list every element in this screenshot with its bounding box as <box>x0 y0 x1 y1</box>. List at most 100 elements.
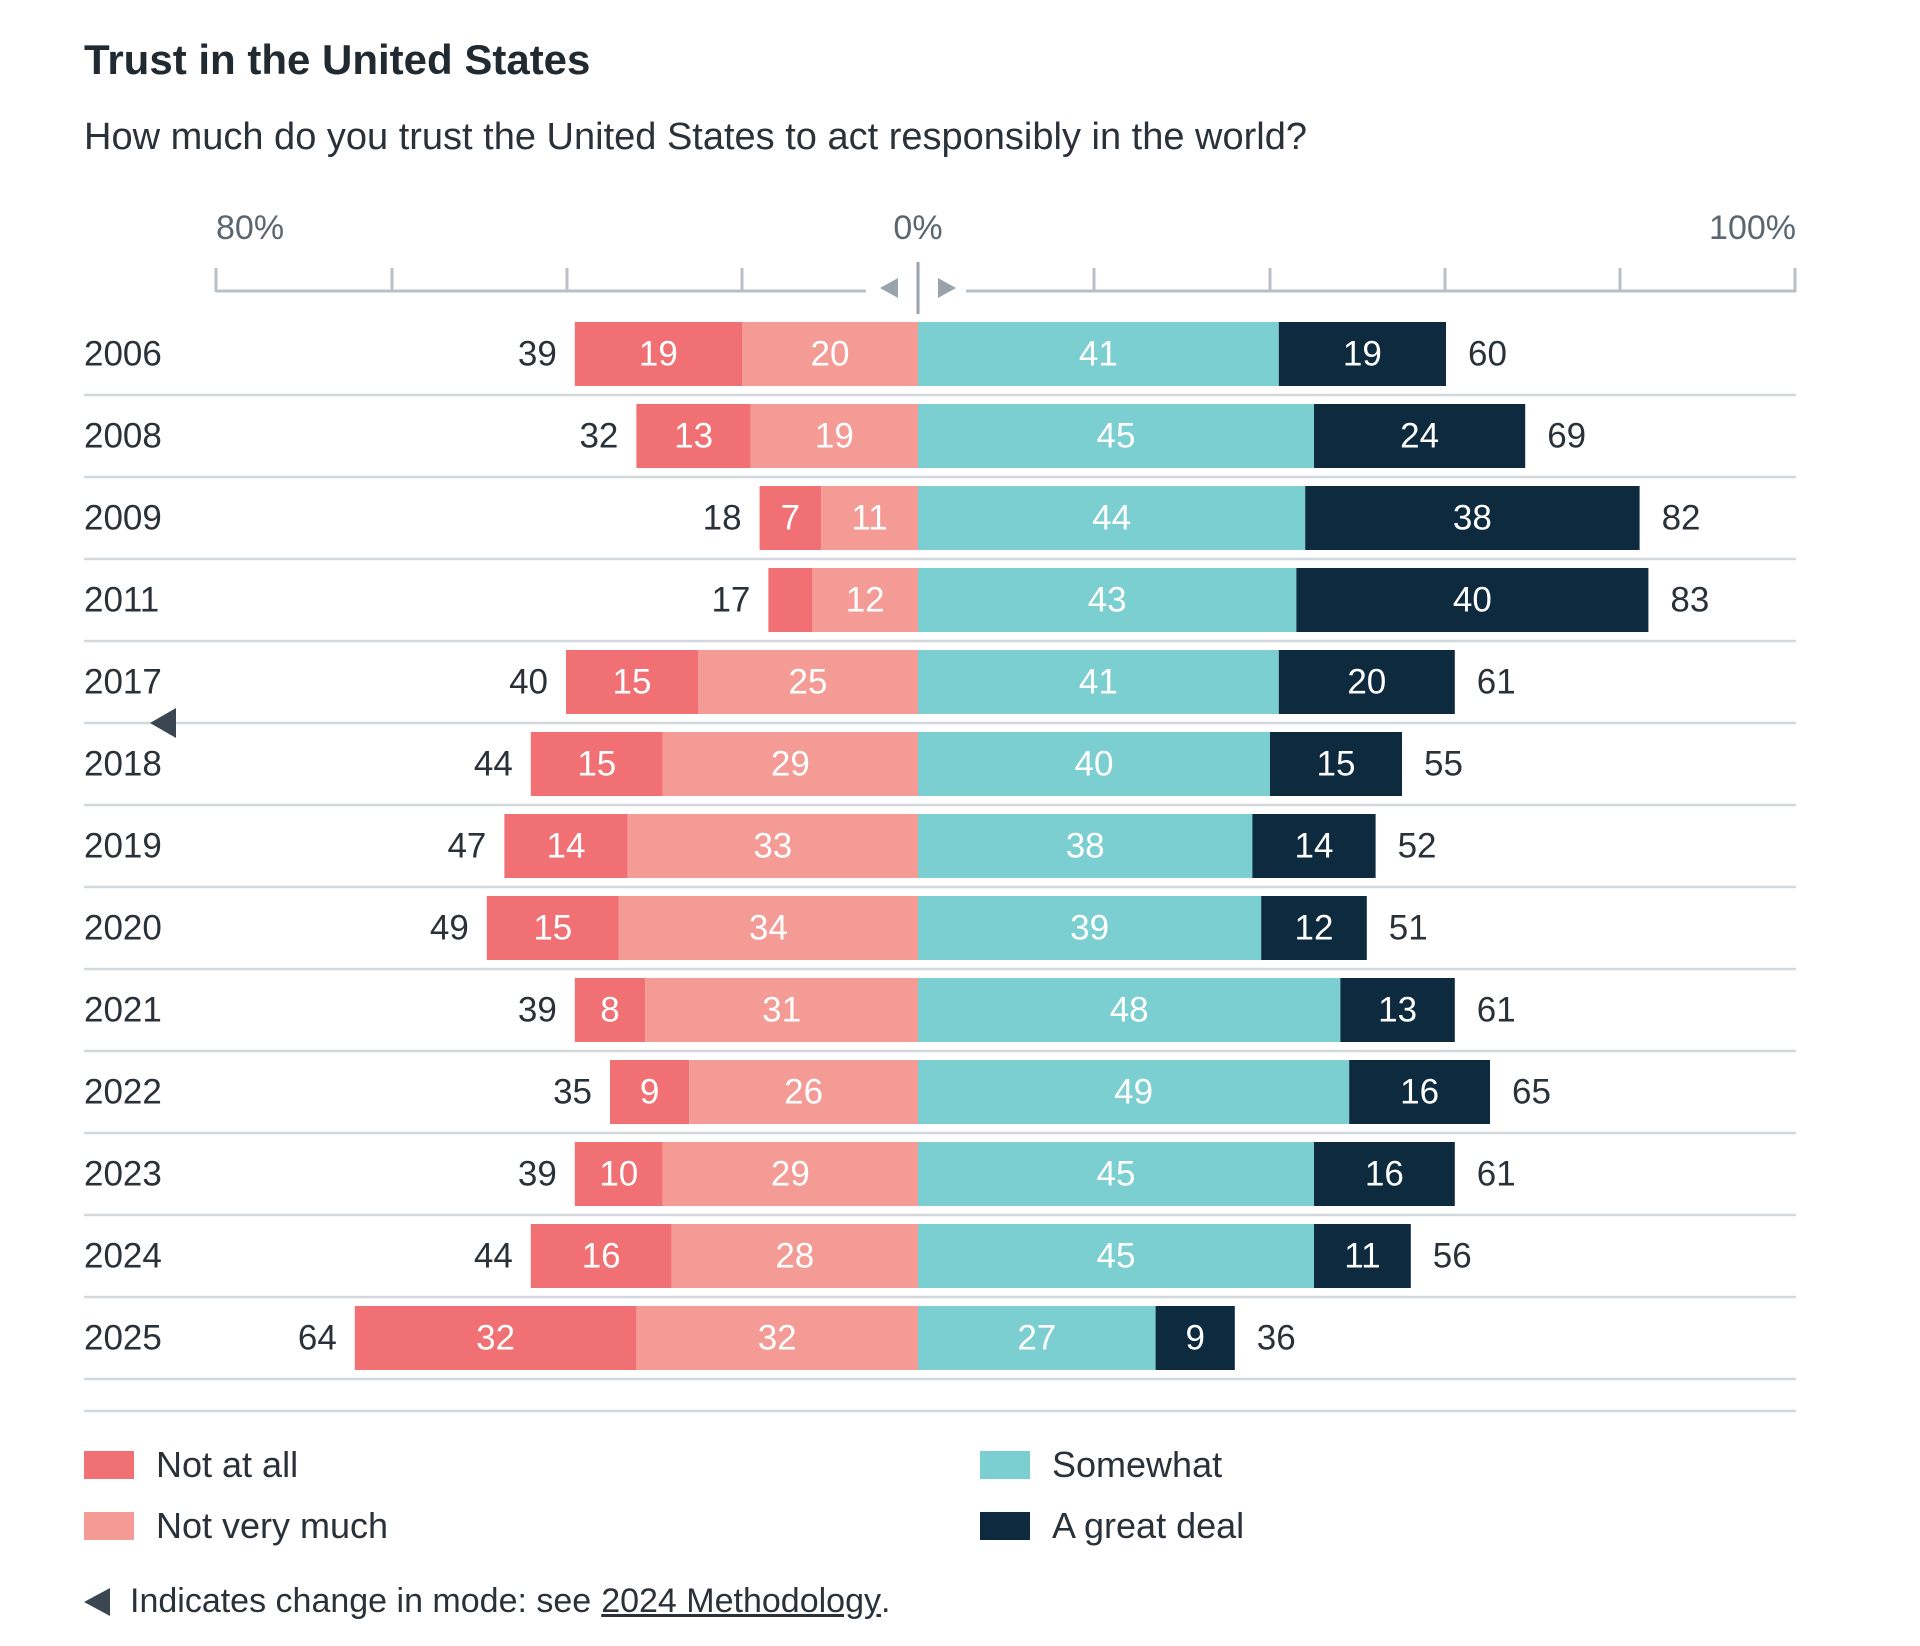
bar-label-somewhat-2011: 43 <box>1088 581 1127 620</box>
bar-not-at-all-2022[interactable] <box>610 1060 690 1124</box>
axis-label-left: 80% <box>216 209 284 247</box>
bar-somewhat-2022[interactable] <box>918 1060 1350 1124</box>
bar-not-at-all-2024[interactable] <box>530 1224 672 1288</box>
bar-somewhat-2018[interactable] <box>918 732 1270 796</box>
bar-label-not-at-all-2009: 7 <box>781 499 800 538</box>
bar-not-very-much-2022[interactable] <box>689 1060 918 1124</box>
bar-great-deal-2019[interactable] <box>1252 814 1376 878</box>
bar-label-great-deal-2009: 38 <box>1453 499 1492 538</box>
bar-somewhat-2023[interactable] <box>918 1142 1314 1206</box>
bar-not-at-all-2018[interactable] <box>530 732 663 796</box>
chart-title: Trust in the United States <box>84 36 591 83</box>
bar-somewhat-2011[interactable] <box>918 568 1297 632</box>
bar-great-deal-2008[interactable] <box>1314 404 1526 468</box>
bar-label-great-deal-2025: 9 <box>1185 1319 1204 1358</box>
bar-not-at-all-2008[interactable] <box>636 404 751 468</box>
legend-label-somewhat: Somewhat <box>1052 1444 1223 1485</box>
bar-great-deal-2017[interactable] <box>1278 650 1455 714</box>
bar-not-very-much-2011[interactable] <box>812 568 918 632</box>
bar-somewhat-2008[interactable] <box>918 404 1314 468</box>
methodology-link[interactable]: 2024 Methodology <box>601 1582 881 1620</box>
bar-label-great-deal-2018: 15 <box>1317 745 1356 784</box>
total-positive-2023: 61 <box>1477 1155 1516 1194</box>
total-negative-2021: 39 <box>518 991 557 1030</box>
bar-not-very-much-2019[interactable] <box>627 814 918 878</box>
bar-label-great-deal-2017: 20 <box>1347 663 1386 702</box>
bar-label-somewhat-2022: 49 <box>1114 1073 1153 1112</box>
row-label-2025: 2025 <box>84 1319 162 1358</box>
bar-label-not-at-all-2006: 19 <box>639 335 678 374</box>
bar-great-deal-2020[interactable] <box>1261 896 1367 960</box>
axis-right-arrow-icon[interactable] <box>938 278 956 298</box>
bar-somewhat-2020[interactable] <box>918 896 1262 960</box>
bar-somewhat-2009[interactable] <box>918 486 1306 550</box>
bar-not-at-all-2006[interactable] <box>574 322 742 386</box>
bar-somewhat-2006[interactable] <box>918 322 1279 386</box>
bar-not-very-much-2009[interactable] <box>821 486 918 550</box>
bar-not-very-much-2021[interactable] <box>645 978 918 1042</box>
bar-label-great-deal-2020: 12 <box>1295 909 1334 948</box>
bar-label-not-at-all-2018: 15 <box>577 745 616 784</box>
bar-not-very-much-2018[interactable] <box>662 732 918 796</box>
bar-great-deal-2022[interactable] <box>1349 1060 1490 1124</box>
bar-somewhat-2019[interactable] <box>918 814 1253 878</box>
bar-great-deal-2006[interactable] <box>1278 322 1446 386</box>
bar-not-at-all-2023[interactable] <box>574 1142 663 1206</box>
total-negative-2011: 17 <box>711 581 750 620</box>
row-label-2017: 2017 <box>84 663 162 702</box>
total-positive-2025: 36 <box>1257 1319 1296 1358</box>
total-positive-2024: 56 <box>1433 1237 1472 1276</box>
bar-somewhat-2025[interactable] <box>918 1306 1156 1370</box>
bar-not-at-all-2009[interactable] <box>759 486 822 550</box>
row-label-2008: 2008 <box>84 417 162 456</box>
row-label-2022: 2022 <box>84 1073 162 1112</box>
bar-great-deal-2018[interactable] <box>1270 732 1402 796</box>
row-label-2024: 2024 <box>84 1237 162 1276</box>
bar-not-very-much-2006[interactable] <box>742 322 918 386</box>
bar-great-deal-2025[interactable] <box>1155 1306 1235 1370</box>
footnote-text: Indicates change in mode: see <box>130 1582 592 1620</box>
total-negative-2023: 39 <box>518 1155 557 1194</box>
total-positive-2017: 61 <box>1477 663 1516 702</box>
bar-not-at-all-2019[interactable] <box>504 814 628 878</box>
legend-swatch-not-at-all <box>84 1451 134 1479</box>
bar-not-very-much-2025[interactable] <box>636 1306 918 1370</box>
bar-not-very-much-2020[interactable] <box>618 896 918 960</box>
bar-not-very-much-2023[interactable] <box>662 1142 918 1206</box>
bar-somewhat-2021[interactable] <box>918 978 1341 1042</box>
bar-not-at-all-2025[interactable] <box>354 1306 637 1370</box>
chart-subtitle: How much do you trust the United States … <box>84 116 1307 158</box>
legend-swatch-great-deal <box>980 1512 1030 1540</box>
bar-not-at-all-2017[interactable] <box>566 650 698 714</box>
row-label-2019: 2019 <box>84 827 162 866</box>
bar-label-not-at-all-2023: 10 <box>599 1155 638 1194</box>
row-label-2009: 2009 <box>84 499 162 538</box>
bar-not-very-much-2008[interactable] <box>750 404 918 468</box>
bar-great-deal-2021[interactable] <box>1340 978 1455 1042</box>
bar-label-not-very-much-2025: 32 <box>758 1319 797 1358</box>
bar-label-not-at-all-2021: 8 <box>600 991 619 1030</box>
bar-not-very-much-2024[interactable] <box>671 1224 918 1288</box>
bar-not-at-all-2021[interactable] <box>574 978 646 1042</box>
bar-label-not-at-all-2017: 15 <box>613 663 652 702</box>
bar-somewhat-2024[interactable] <box>918 1224 1314 1288</box>
total-negative-2020: 49 <box>430 909 469 948</box>
bar-not-very-much-2017[interactable] <box>698 650 918 714</box>
bar-great-deal-2023[interactable] <box>1314 1142 1455 1206</box>
bar-label-not-very-much-2021: 31 <box>762 991 801 1030</box>
total-positive-2011: 83 <box>1670 581 1709 620</box>
bar-great-deal-2024[interactable] <box>1314 1224 1411 1288</box>
legend-not-very-much: Not very much <box>84 1505 388 1547</box>
bar-label-not-at-all-2022: 9 <box>640 1073 659 1112</box>
bar-somewhat-2017[interactable] <box>918 650 1279 714</box>
bar-not-at-all-2020[interactable] <box>486 896 619 960</box>
total-positive-2021: 61 <box>1477 991 1516 1030</box>
total-positive-2020: 51 <box>1389 909 1428 948</box>
bar-not-at-all-2011[interactable] <box>768 568 813 632</box>
bar-great-deal-2009[interactable] <box>1305 486 1640 550</box>
bar-label-not-very-much-2018: 29 <box>771 745 810 784</box>
bar-great-deal-2011[interactable] <box>1296 568 1649 632</box>
axis-label-center: 0% <box>893 209 942 247</box>
axis-left-arrow-icon[interactable] <box>880 278 898 298</box>
bar-label-somewhat-2020: 39 <box>1070 909 1109 948</box>
